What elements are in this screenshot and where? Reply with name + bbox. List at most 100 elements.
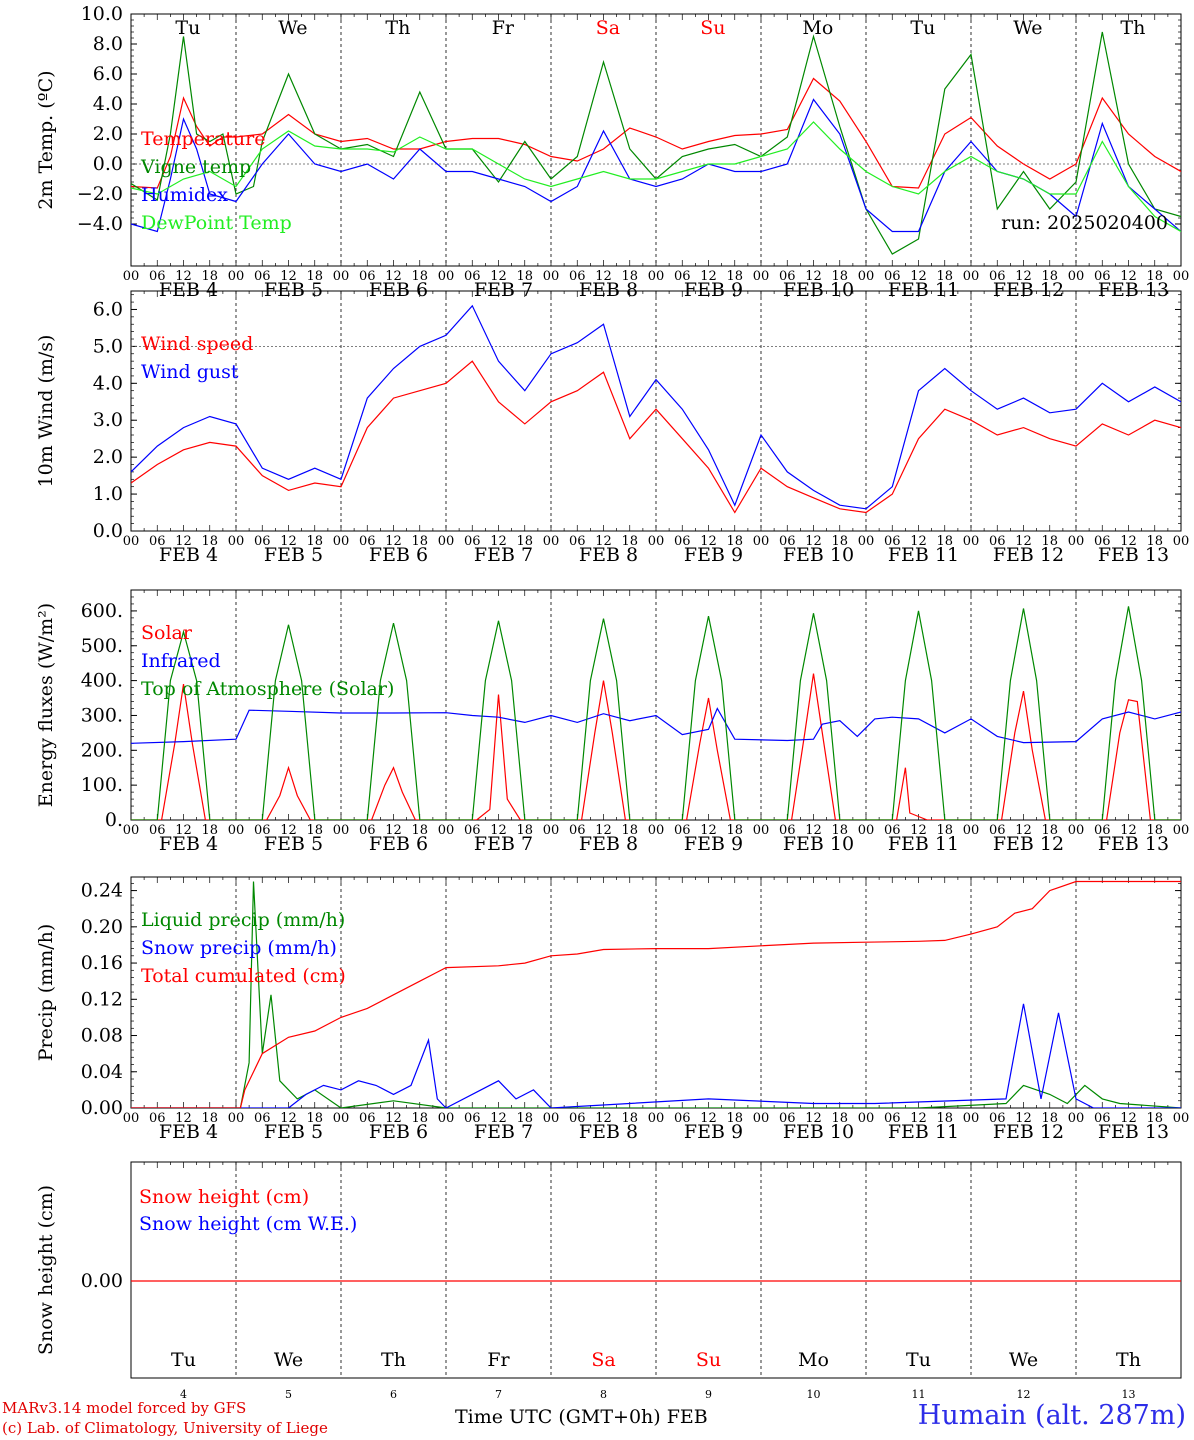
x-hour-label: 00	[543, 1111, 560, 1126]
legend-entry: Snow precip (mm/h)	[141, 937, 337, 959]
x-hour-label: 18	[831, 823, 848, 838]
x-hour-label: 18	[1146, 534, 1163, 549]
x-hour-label: 18	[1041, 823, 1058, 838]
x-hour-label: 12	[910, 534, 927, 549]
x-hour-label: 00	[963, 823, 980, 838]
day-name: We	[1009, 1349, 1038, 1371]
x-hour-label: 00	[963, 269, 980, 284]
day-name: Mo	[802, 17, 833, 39]
x-hour-label: 18	[936, 534, 953, 549]
x-hour-label: 06	[674, 269, 691, 284]
x-hour-label: 12	[1015, 269, 1032, 284]
x-hour-label: 00	[333, 823, 350, 838]
series-line-blue	[131, 98, 1181, 233]
day-name: We	[1013, 17, 1042, 39]
x-date-label: FEB 8	[579, 1121, 638, 1143]
x-date-label: FEB 6	[369, 544, 428, 566]
x-hour-label: 18	[1041, 534, 1058, 549]
x-hour-label: 06	[254, 1111, 271, 1126]
y-tick-label: 0.20	[81, 916, 123, 938]
x-hour-label: 06	[674, 823, 691, 838]
y-tick-label: 0.04	[81, 1061, 123, 1083]
legend-entry: Total cumulated (cm)	[141, 965, 346, 987]
x-hour-label: 00	[1068, 823, 1085, 838]
day-number: 8	[600, 1388, 607, 1401]
x-hour-label: 12	[1120, 1111, 1137, 1126]
legend-entry: Infrared	[141, 650, 221, 672]
x-hour-label: 12	[385, 269, 402, 284]
x-date-label: FEB 4	[159, 1121, 218, 1143]
series-line-blue	[131, 707, 1181, 744]
x-hour-label: 06	[779, 534, 796, 549]
legend-entry: Top of Atmosphere (Solar)	[141, 678, 394, 700]
legend-entry: Wind speed	[141, 333, 253, 355]
x-hour-label: 00	[123, 269, 140, 284]
x-hour-label: 12	[1015, 823, 1032, 838]
x-hour-label: 12	[595, 534, 612, 549]
x-hour-label: 00	[333, 534, 350, 549]
x-hour-label: 06	[674, 534, 691, 549]
series-line-blue	[131, 1003, 1181, 1108]
x-date-label: FEB 8	[579, 279, 638, 301]
x-hour-label: 18	[831, 269, 848, 284]
x-date-label: FEB 6	[369, 279, 428, 301]
y-axis-label: 10m Wind (m/s)	[35, 335, 57, 488]
x-hour-label: 06	[464, 1111, 481, 1126]
x-hour-label: 00	[123, 1111, 140, 1126]
y-tick-label: 4.0	[93, 372, 123, 394]
x-hour-label: 12	[910, 823, 927, 838]
y-tick-label: 500.	[81, 635, 123, 657]
x-hour-label: 06	[359, 823, 376, 838]
y-tick-label: −4.0	[77, 213, 123, 235]
x-hour-label: 12	[805, 1111, 822, 1126]
day-name: We	[278, 17, 307, 39]
panel-3	[130, 589, 1182, 821]
x-date-label: FEB 6	[369, 833, 428, 855]
day-name: Tu	[910, 17, 935, 39]
day-name: Tu	[175, 17, 200, 39]
x-hour-label: 06	[989, 534, 1006, 549]
y-tick-label: 3.0	[93, 409, 123, 431]
y-tick-label: 0.	[105, 809, 123, 831]
x-hour-label: 06	[989, 823, 1006, 838]
x-hour-label: 18	[411, 823, 428, 838]
x-hour-label: 00	[648, 823, 665, 838]
x-hour-label: 12	[175, 534, 192, 549]
series-line-green	[131, 606, 1181, 820]
x-hour-label: 00	[123, 534, 140, 549]
x-hour-label: 00	[438, 269, 455, 284]
x-hour-label: 18	[936, 1111, 953, 1126]
x-date-label: FEB 4	[159, 279, 218, 301]
x-date-label: FEB 10	[783, 544, 854, 566]
x-hour-label: 06	[464, 823, 481, 838]
y-tick-label: 400.	[81, 670, 123, 692]
run-label: run: 2025020400	[1001, 212, 1168, 234]
day-name: Tu	[906, 1349, 931, 1371]
y-tick-label: 0.12	[81, 988, 123, 1010]
panel-4	[130, 876, 1182, 1109]
x-date-label: FEB 10	[783, 1121, 854, 1143]
y-tick-label: 10.0	[81, 3, 123, 25]
x-hour-label: 00	[438, 534, 455, 549]
x-hour-label: 18	[936, 823, 953, 838]
x-axis-title: Time UTC (GMT+0h) FEB	[455, 1406, 708, 1428]
y-tick-label: 0.0	[93, 520, 123, 542]
x-hour-label: 06	[569, 823, 586, 838]
x-hour-label: 00	[333, 1111, 350, 1126]
panel-2	[130, 290, 1182, 532]
x-hour-label: 00	[753, 1111, 770, 1126]
x-date-label: FEB 11	[888, 833, 959, 855]
y-tick-label: 0.0	[93, 153, 123, 175]
legend-entry: Wind gust	[141, 361, 239, 383]
x-hour-label: 00	[858, 823, 875, 838]
x-hour-label: 00	[648, 1111, 665, 1126]
series-line-red	[131, 77, 1181, 189]
x-hour-label: 12	[910, 1111, 927, 1126]
x-hour-label: 12	[175, 823, 192, 838]
x-hour-label: 06	[149, 1111, 166, 1126]
x-hour-label: 06	[464, 269, 481, 284]
x-hour-label: 06	[1094, 534, 1111, 549]
x-date-label: FEB 5	[264, 1121, 323, 1143]
x-date-label: FEB 11	[888, 279, 959, 301]
y-tick-label: 2.0	[93, 446, 123, 468]
